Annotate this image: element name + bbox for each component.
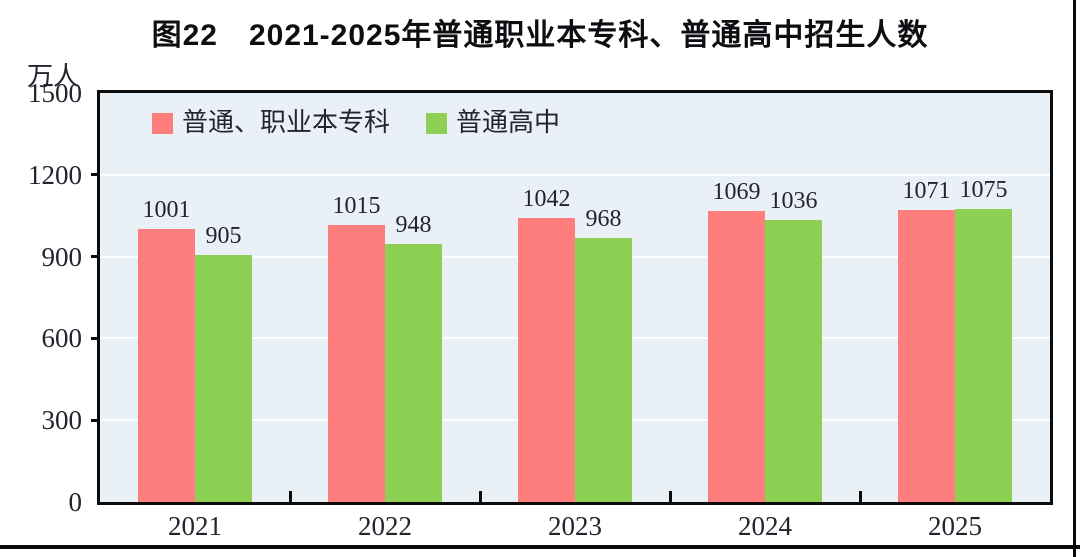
gridline-1200 <box>100 173 1050 176</box>
y-tick-mark <box>91 173 100 177</box>
x-tick-mark <box>858 491 862 502</box>
bar-2021-series2 <box>195 255 252 502</box>
bar-2021-series1 <box>138 229 195 502</box>
bar-2022-series1 <box>328 225 385 502</box>
bar-value-label: 905 <box>205 223 242 250</box>
legend-item-1: 普通、职业本专科 <box>152 110 390 136</box>
bar-2023-series1 <box>518 217 575 502</box>
y-tick-mark <box>91 336 100 340</box>
y-tick-label-1500: 1500 <box>28 78 82 108</box>
y-tick-label-900: 900 <box>41 241 83 272</box>
legend-swatch-icon <box>152 112 173 134</box>
y-tick-label-300: 300 <box>41 405 83 436</box>
chart-title: 图22 2021-2025年普通职业本专科、普通高中招生人数 <box>151 19 929 52</box>
bar-value-label: 948 <box>395 211 432 238</box>
legend-item-2: 普通高中 <box>426 110 560 136</box>
legend-label: 普通、职业本专科 <box>182 108 391 137</box>
y-axis-unit-label: 万人 <box>27 62 80 91</box>
bar-2024-series2 <box>765 219 822 502</box>
bar-value-label: 1015 <box>332 193 381 220</box>
bar-value-label: 1069 <box>712 178 761 205</box>
page-rule-right <box>1073 0 1076 557</box>
y-tick-label-600: 600 <box>41 323 83 354</box>
bar-value-label: 1001 <box>142 197 191 224</box>
bar-2025-series2 <box>955 208 1012 502</box>
legend-swatch-icon <box>426 112 448 134</box>
y-tick-label-1200: 1200 <box>28 159 82 190</box>
bar-value-label: 1036 <box>769 187 818 214</box>
x-tick-mark <box>668 491 672 502</box>
plot-area: 1001 905 1015 948 1042 968 1069 1036 1071 1075 <box>100 93 1050 502</box>
bar-2025-series1 <box>898 209 955 502</box>
x-tick-label-2021: 2021 <box>168 511 222 541</box>
x-tick-label-2022: 2022 <box>358 511 412 541</box>
bar-2023-series2 <box>575 238 632 502</box>
bar-value-label: 1042 <box>522 185 571 212</box>
x-tick-label-2023: 2023 <box>548 511 602 541</box>
x-tick-mark <box>288 491 292 502</box>
bar-value-label: 1075 <box>959 176 1008 203</box>
x-tick-label-2024: 2024 <box>738 511 792 541</box>
bar-2022-series2 <box>385 243 442 502</box>
bar-2024-series1 <box>708 210 765 502</box>
y-tick-mark <box>91 255 100 259</box>
bar-value-label: 1071 <box>902 177 951 204</box>
page-rule-bottom <box>0 545 1080 549</box>
bar-value-label: 968 <box>585 206 622 233</box>
x-tick-label-2025: 2025 <box>928 511 982 541</box>
y-tick-label-0: 0 <box>68 487 83 517</box>
legend: 普通、职业本专科 普通高中 <box>152 110 560 136</box>
y-tick-mark <box>91 418 100 422</box>
legend-label: 普通高中 <box>456 108 561 137</box>
x-tick-mark <box>478 491 482 502</box>
